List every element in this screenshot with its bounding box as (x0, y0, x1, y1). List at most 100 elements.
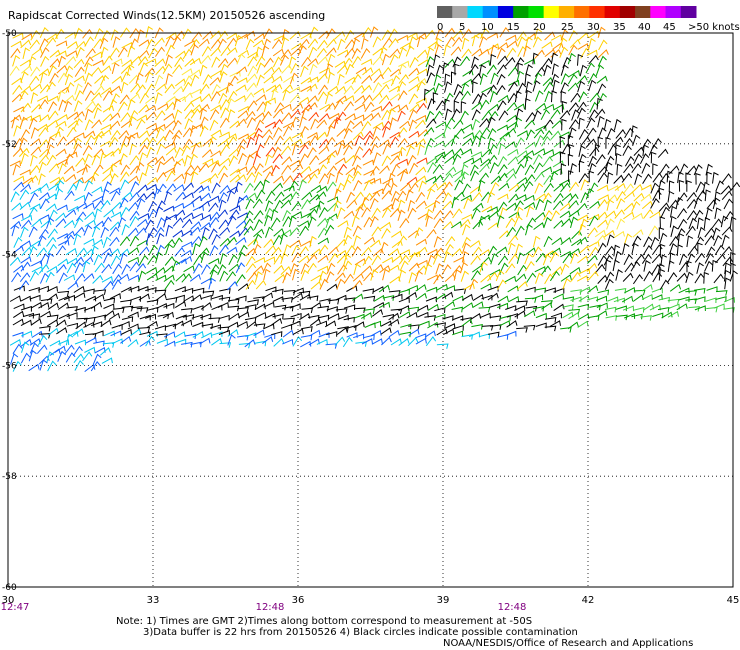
wind-barb (525, 111, 536, 123)
wind-barb (372, 36, 382, 48)
wind-barb (20, 102, 32, 113)
wind-barb (604, 306, 617, 313)
wind-barb (156, 135, 167, 146)
wind-barb (235, 295, 247, 302)
wind-barb (110, 159, 122, 167)
wind-barb (198, 162, 210, 173)
wind-barb (219, 63, 229, 75)
wind-barb (139, 92, 149, 104)
wind-barb (397, 104, 409, 113)
wind-barb (236, 53, 246, 65)
wind-barb (396, 190, 407, 201)
wind-barb (201, 332, 213, 339)
wind-barb (560, 29, 569, 41)
wind-barb (343, 85, 355, 95)
wind-barb (174, 209, 186, 219)
wind-barb (283, 185, 295, 192)
wind-barb (452, 148, 464, 158)
wind-barb (280, 49, 292, 59)
wind-barb (9, 256, 21, 266)
wind-barb (67, 183, 77, 194)
wind-barb (695, 181, 705, 193)
note-credit: NOAA/NESDIS/Office of Research and Appli… (443, 638, 694, 649)
wind-barb (48, 209, 58, 221)
wind-barb (577, 80, 586, 93)
wind-barb (605, 259, 612, 272)
wind-barb (325, 216, 334, 229)
wind-barb (93, 200, 105, 210)
wind-barb (49, 348, 61, 356)
wind-barb (580, 136, 591, 147)
wind-barb (540, 166, 553, 174)
wind-barb (263, 171, 274, 182)
wind-barb (138, 254, 149, 266)
wind-barb (180, 319, 193, 326)
wind-barb (94, 262, 105, 273)
wind-barb (541, 41, 553, 49)
wind-barb (39, 26, 49, 39)
wind-barb (549, 170, 559, 183)
wind-barb (76, 46, 85, 59)
wind-barb (200, 177, 212, 185)
wind-barb (715, 296, 727, 302)
lat-tick-label: -58 (2, 472, 17, 482)
wind-barb (435, 28, 444, 40)
wind-barb (425, 110, 435, 122)
wind-barb (22, 312, 35, 319)
wind-barb (218, 92, 228, 104)
wind-barb (532, 235, 541, 248)
wind-barb (154, 46, 166, 57)
wind-barb (669, 283, 682, 292)
wind-barb (363, 216, 373, 228)
wind-barb (445, 117, 456, 128)
wind-barb (138, 326, 151, 333)
wind-barb (117, 216, 127, 229)
wind-barb (478, 215, 486, 228)
wind-barb (58, 55, 66, 68)
wind-barb (148, 127, 160, 137)
wind-barb (82, 256, 94, 266)
wind-barb (370, 112, 381, 122)
wind-barb (487, 271, 498, 282)
wind-barb (182, 28, 192, 40)
wind-barb (389, 155, 401, 165)
wind-barb (679, 163, 689, 175)
wind-barb (481, 205, 493, 213)
wind-barb (333, 188, 342, 201)
wind-barb (462, 132, 475, 139)
wind-barb (11, 116, 20, 129)
wind-barb (129, 93, 141, 102)
wind-barb (634, 253, 645, 264)
wind-barb (290, 116, 300, 128)
wind-barb (668, 165, 680, 175)
wind-barb (290, 62, 300, 74)
wind-barb (598, 194, 610, 201)
wind-barb (533, 162, 544, 174)
wind-barb (157, 313, 170, 320)
wind-barb (703, 271, 710, 284)
wind-barb (66, 126, 77, 138)
wind-barb (363, 334, 375, 341)
wind-barb (119, 197, 129, 209)
wind-barb (262, 336, 274, 345)
wind-barb (237, 307, 249, 313)
wind-barb (389, 131, 401, 139)
wind-barb (570, 216, 578, 229)
wind-barb (471, 157, 483, 165)
wind-barb (388, 172, 396, 185)
wind-barb (535, 102, 547, 111)
wind-barb (173, 98, 181, 110)
wind-barb (441, 264, 452, 275)
wind-barb (243, 225, 254, 236)
wind-barb (165, 35, 175, 47)
wind-barb (382, 313, 395, 320)
wind-barb (127, 311, 139, 318)
wind-barb (443, 251, 452, 263)
wind-barb (19, 169, 31, 176)
wind-barb (317, 254, 329, 263)
wind-barb (657, 179, 666, 192)
wind-barb (55, 212, 67, 221)
wind-barb (38, 302, 50, 309)
wind-barb (318, 207, 329, 218)
wind-barb (309, 235, 317, 248)
